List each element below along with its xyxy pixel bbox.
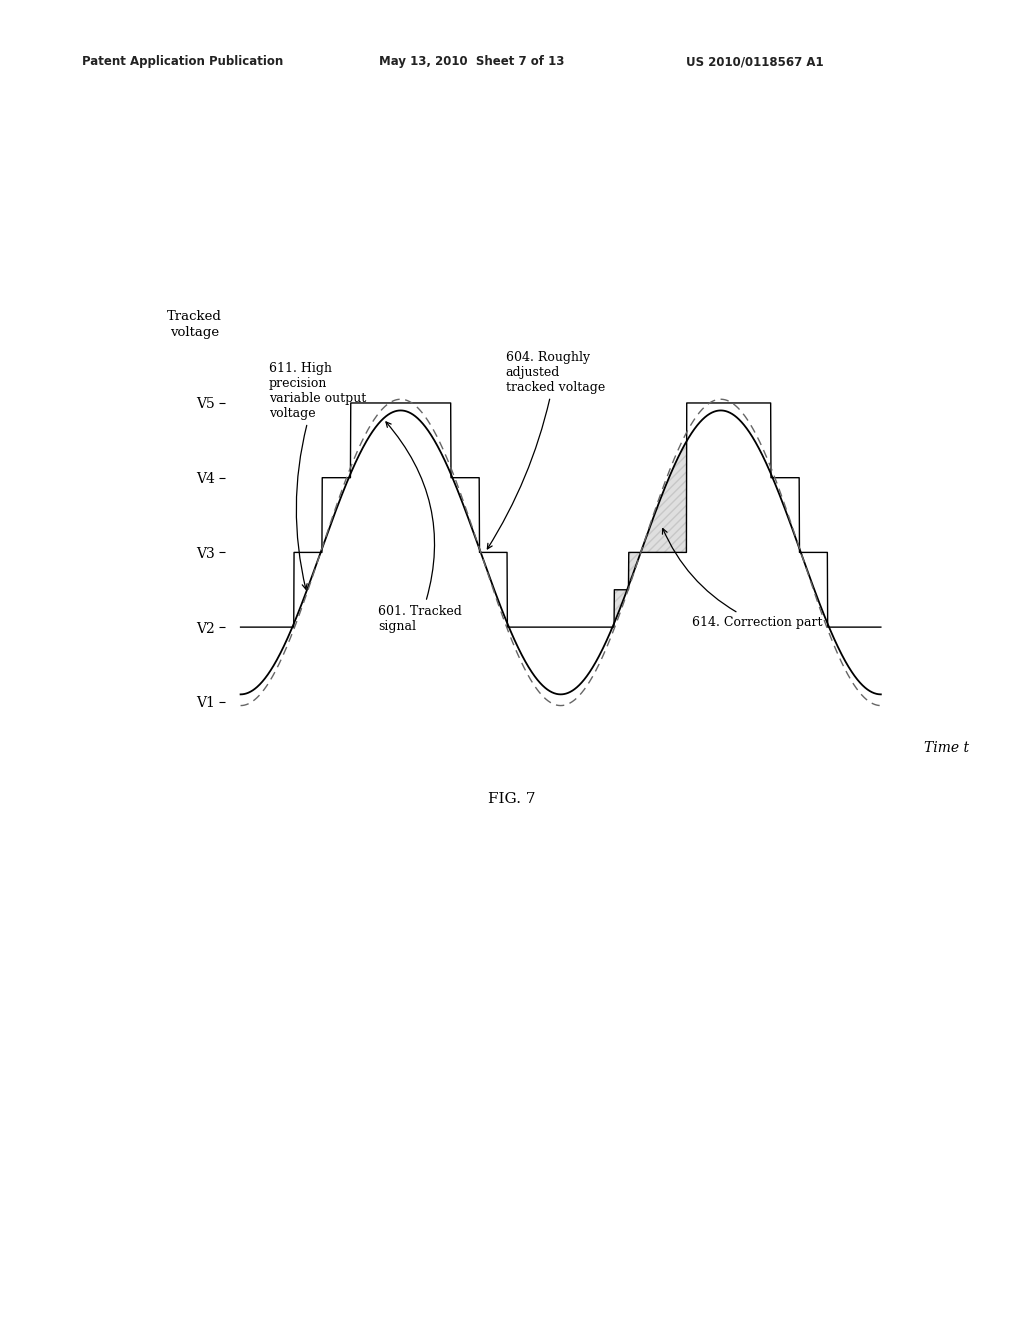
Text: FIG. 7: FIG. 7: [488, 792, 536, 807]
Text: Time t: Time t: [924, 741, 970, 755]
Text: 614. Correction part: 614. Correction part: [663, 528, 822, 628]
Text: 611. High
precision
variable output
voltage: 611. High precision variable output volt…: [268, 362, 366, 589]
Text: 604. Roughly
adjusted
tracked voltage: 604. Roughly adjusted tracked voltage: [487, 351, 605, 549]
Text: May 13, 2010  Sheet 7 of 13: May 13, 2010 Sheet 7 of 13: [379, 55, 564, 69]
Text: US 2010/0118567 A1: US 2010/0118567 A1: [686, 55, 823, 69]
Text: Patent Application Publication: Patent Application Publication: [82, 55, 284, 69]
Text: 601. Tracked
signal: 601. Tracked signal: [378, 422, 462, 632]
Text: Tracked
voltage: Tracked voltage: [167, 310, 222, 339]
